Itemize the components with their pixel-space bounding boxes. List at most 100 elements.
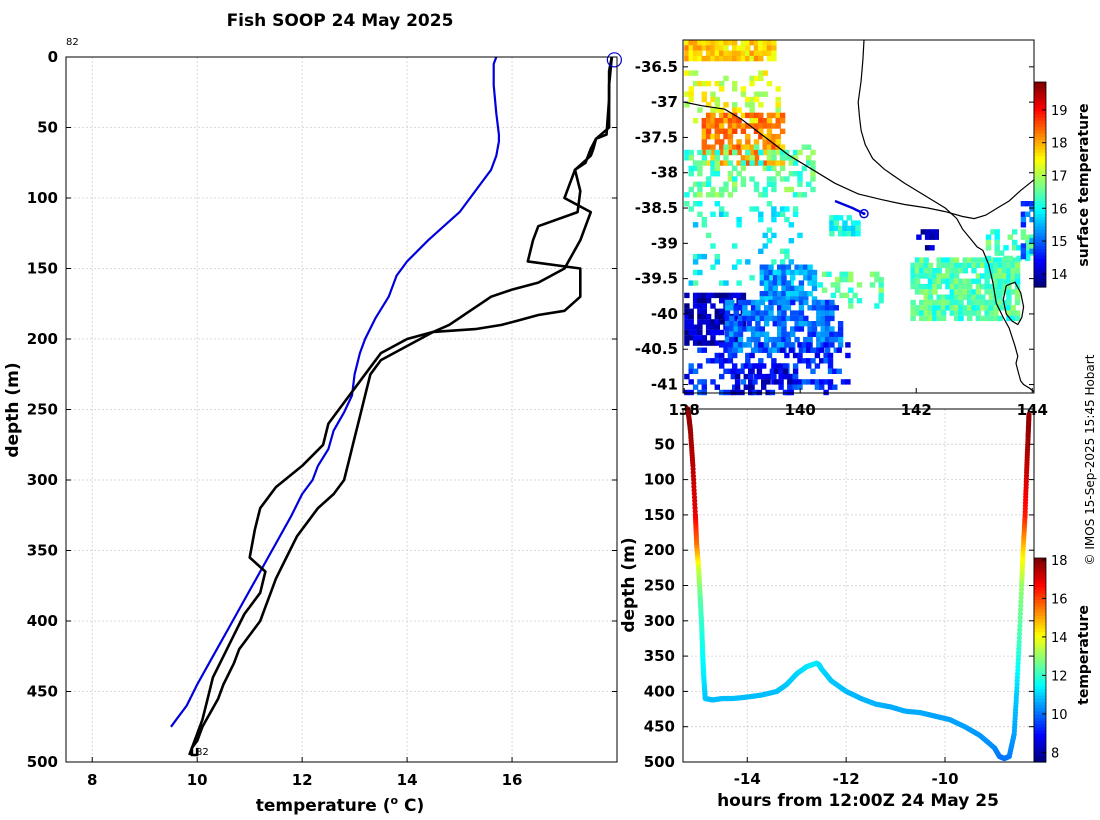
map-sst-cell bbox=[816, 321, 822, 327]
map-sst-cell bbox=[936, 257, 942, 263]
td-colorbar-swatch bbox=[1034, 704, 1046, 709]
map-sst-cell bbox=[830, 282, 837, 288]
map-sst-cell bbox=[781, 336, 787, 343]
td-cast-point bbox=[1018, 599, 1024, 605]
map-sst-cell bbox=[1016, 255, 1022, 262]
map-sst-cell bbox=[714, 313, 720, 320]
map-sst-cell bbox=[787, 373, 793, 380]
map-sst-cell bbox=[759, 280, 765, 286]
td-colorbar-swatch bbox=[1034, 605, 1046, 610]
map-sst-cell bbox=[797, 379, 803, 385]
map-sst-cell bbox=[932, 289, 938, 295]
map-sst-cell bbox=[684, 91, 690, 97]
map-sst-cell bbox=[745, 50, 751, 56]
map-sst-cell bbox=[848, 287, 854, 293]
map-sst-cell bbox=[692, 292, 699, 299]
map-sst-cell bbox=[719, 206, 725, 212]
td-colorbar-label: temperature bbox=[1076, 605, 1092, 705]
map-sst-cell bbox=[701, 45, 707, 51]
profile-xlabel: temperature (o C) bbox=[256, 794, 425, 816]
map-sst-cell bbox=[801, 165, 807, 172]
td-colorbar-swatch bbox=[1034, 602, 1046, 607]
map-sst-cell bbox=[714, 45, 720, 51]
map-sst-cell bbox=[762, 123, 768, 129]
map-sst-cell bbox=[962, 257, 968, 263]
map-track-marker bbox=[859, 208, 869, 219]
map-sst-cell bbox=[810, 160, 816, 166]
td-cast-point bbox=[1017, 619, 1023, 625]
map-sst-cell bbox=[753, 186, 760, 193]
map-sst-cell bbox=[745, 123, 751, 129]
map-sst-cell bbox=[697, 269, 703, 276]
map-sst-cell bbox=[701, 160, 707, 166]
map-sst-cell bbox=[949, 294, 955, 300]
map-sst-cell bbox=[835, 276, 841, 283]
map-sst-cell bbox=[701, 298, 707, 304]
map-colorbar-swatch bbox=[1034, 229, 1046, 234]
map-sst-cell bbox=[990, 229, 996, 235]
map-sst-cell bbox=[923, 310, 929, 316]
map-colorbar-swatch bbox=[1034, 104, 1046, 109]
td-colorbar-swatch bbox=[1034, 570, 1046, 575]
map-sst-cell bbox=[777, 280, 783, 286]
td-colorbar-swatch bbox=[1034, 720, 1046, 725]
map-colorbar-swatch bbox=[1034, 91, 1046, 96]
map-sst-cell bbox=[697, 335, 703, 341]
map-sst-cell bbox=[775, 118, 781, 124]
map-sst-cell bbox=[772, 269, 778, 276]
map-sst-cell bbox=[684, 340, 690, 346]
map-sst-cell bbox=[714, 308, 720, 314]
map-sst-cell bbox=[701, 123, 707, 129]
map-sst-cell bbox=[779, 259, 786, 265]
map-sst-cell bbox=[772, 299, 778, 306]
map-sst-cell bbox=[788, 222, 794, 228]
map-sst-cell bbox=[803, 296, 809, 302]
map-sst-cell bbox=[814, 363, 821, 369]
map-sst-cell bbox=[705, 192, 712, 198]
map-sst-cell bbox=[727, 118, 734, 124]
map-sst-cell bbox=[810, 368, 816, 374]
map-sst-cell bbox=[878, 287, 884, 293]
map-sst-cell bbox=[684, 192, 690, 198]
map-sst-cell bbox=[684, 335, 690, 341]
map-sst-cell bbox=[701, 292, 707, 299]
map-sst-cell bbox=[1006, 310, 1012, 316]
map-sst-cell bbox=[827, 379, 834, 385]
map-sst-cell bbox=[814, 384, 821, 390]
map-sst-cell bbox=[1001, 273, 1008, 279]
map-sst-cell bbox=[766, 275, 773, 281]
map-sst-cell bbox=[993, 268, 999, 274]
map-sst-cell bbox=[832, 384, 838, 390]
map-sst-cell bbox=[684, 201, 690, 207]
td-colorbar-swatch bbox=[1034, 596, 1046, 601]
map-sst-cell bbox=[749, 55, 755, 62]
map-sst-cell bbox=[833, 336, 839, 343]
map-sst-cell bbox=[798, 326, 805, 332]
map-sst-cell bbox=[845, 352, 851, 359]
map-sst-cell bbox=[749, 107, 755, 113]
map-sst-cell bbox=[790, 315, 796, 322]
map-sst-cell bbox=[798, 299, 805, 306]
map-colorbar-swatch bbox=[1034, 206, 1046, 211]
map-sst-cell bbox=[797, 192, 803, 198]
map-sst-cell bbox=[777, 296, 783, 302]
td-cast-point bbox=[1018, 591, 1024, 597]
map-sst-cell bbox=[820, 315, 826, 322]
map-sst-cell bbox=[727, 144, 734, 150]
map-sst-cell bbox=[784, 176, 790, 182]
map-sst-cell bbox=[746, 321, 752, 327]
map-sst-cell bbox=[727, 368, 734, 374]
map-sst-cell bbox=[766, 227, 773, 233]
map-sst-cell bbox=[692, 40, 699, 46]
map-sst-cell bbox=[705, 102, 712, 108]
map-sst-cell bbox=[763, 315, 770, 322]
map-sst-cell bbox=[714, 165, 720, 172]
map-sst-cell bbox=[710, 40, 716, 46]
map-sst-cell bbox=[719, 352, 725, 359]
td-colorbar-swatch bbox=[1034, 736, 1046, 741]
map-sst-cell bbox=[772, 336, 778, 343]
map-sst-cell bbox=[848, 276, 854, 283]
map-sst-cell bbox=[775, 102, 781, 108]
map-sst-cell bbox=[736, 216, 742, 223]
map-sst-cell bbox=[988, 315, 995, 322]
